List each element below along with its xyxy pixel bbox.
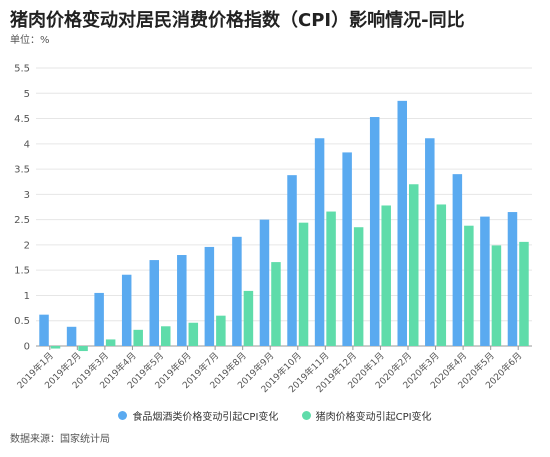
bar-series2: [50, 346, 61, 349]
legend-item-series1: 食品烟酒类价格变动引起CPI变化: [118, 408, 278, 423]
legend-dot-series2: [301, 411, 311, 420]
bar-series2: [243, 290, 254, 346]
bar-series2: [353, 227, 364, 346]
bar-series1: [507, 212, 518, 346]
bar-series2: [409, 184, 419, 346]
bar-series1: [480, 216, 490, 346]
bar-series2: [326, 211, 336, 346]
legend: 食品烟酒类价格变动引起CPI变化 猪肉价格变动引起CPI变化: [0, 408, 550, 423]
y-tick-label: 3.5: [14, 165, 30, 176]
bar-series2: [519, 241, 529, 346]
y-tick-label: 1.5: [14, 266, 30, 277]
bar-series1: [287, 175, 297, 346]
bar-series1: [342, 152, 352, 346]
bar-series1: [452, 174, 463, 346]
legend-dot-series1: [118, 411, 128, 420]
bar-series2: [381, 205, 391, 346]
bar-series1: [94, 292, 104, 346]
bar-series1: [232, 236, 242, 346]
bar-series1: [314, 138, 325, 346]
legend-label-series2: 猪肉价格变动引起CPI变化: [315, 412, 432, 423]
bar-series2: [436, 204, 447, 346]
source-note: 数据来源：国家统计局: [10, 434, 110, 445]
y-tick-label: 0: [24, 342, 30, 353]
y-tick-label: 1: [24, 291, 30, 302]
y-tick-label: 5.5: [14, 64, 30, 75]
y-tick-label: 4: [24, 139, 30, 150]
bar-series1: [121, 274, 132, 346]
bar-series1: [39, 314, 49, 346]
bar-series2: [464, 225, 474, 346]
legend-label-series1: 食品烟酒类价格变动引起CPI变化: [132, 412, 279, 423]
y-tick-label: 2.5: [14, 215, 30, 226]
unit-label: 单位：%: [10, 35, 50, 46]
bar-series2: [216, 315, 226, 346]
chart-title: 猪肉价格变动对居民消费价格指数（CPI）影响情况-同比: [10, 10, 465, 31]
legend-item-series2: 猪肉价格变动引起CPI变化: [301, 408, 432, 423]
bar-series2: [491, 245, 502, 346]
bar-series1: [149, 260, 159, 346]
y-tick-label: 2: [24, 240, 30, 251]
y-tick-label: 5: [24, 89, 30, 100]
bar-series2: [298, 222, 309, 346]
y-tick-label: 0.5: [14, 316, 30, 327]
bar-series2: [78, 346, 88, 352]
bar-series2: [271, 262, 281, 346]
y-tick-label: 3: [24, 190, 30, 201]
bar-series1: [369, 117, 380, 347]
bar-series2: [161, 326, 171, 346]
bar-series2: [105, 339, 116, 346]
bar-series1: [259, 219, 270, 346]
bar-series2: [133, 329, 143, 346]
y-tick-label: 4.5: [14, 114, 30, 125]
bar-series2: [188, 322, 199, 346]
bar-series1: [177, 255, 187, 346]
bar-series1: [397, 100, 407, 346]
bar-series1: [204, 246, 215, 346]
bar-series1: [66, 326, 77, 346]
bar-series1: [425, 138, 435, 346]
